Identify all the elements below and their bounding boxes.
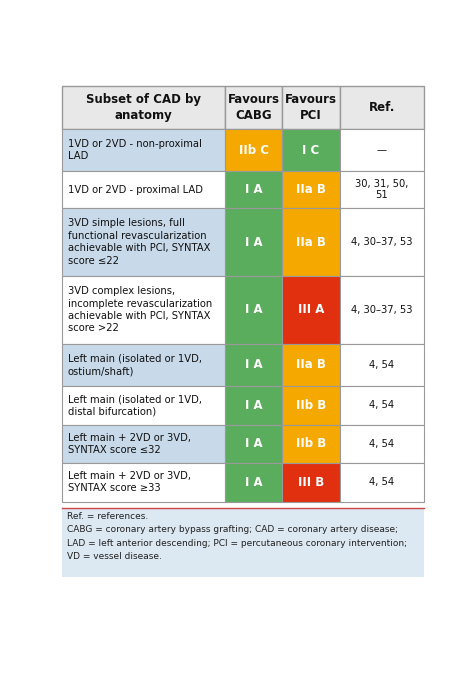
Bar bbox=[63, 86, 225, 129]
Text: Favours
CABG: Favours CABG bbox=[228, 93, 280, 122]
Text: Subset of CAD by
anatomy: Subset of CAD by anatomy bbox=[86, 93, 201, 122]
Bar bbox=[63, 463, 225, 502]
Bar bbox=[283, 208, 340, 276]
Bar bbox=[63, 276, 225, 343]
Text: Left main + 2VD or 3VD,
SYNTAX score ≤32: Left main + 2VD or 3VD, SYNTAX score ≤32 bbox=[68, 432, 191, 455]
Bar bbox=[225, 463, 283, 502]
Text: Left main + 2VD or 3VD,
SYNTAX score ≥33: Left main + 2VD or 3VD, SYNTAX score ≥33 bbox=[68, 471, 191, 493]
Text: I A: I A bbox=[245, 359, 263, 371]
Bar bbox=[225, 343, 283, 386]
Text: 3VD complex lesions,
incomplete revascularization
achievable with PCI, SYNTAX
sc: 3VD complex lesions, incomplete revascul… bbox=[68, 286, 212, 334]
Text: Left main (isolated or 1VD,
ostium/shaft): Left main (isolated or 1VD, ostium/shaft… bbox=[68, 354, 202, 376]
Text: 4, 54: 4, 54 bbox=[369, 477, 394, 487]
Bar bbox=[283, 386, 340, 425]
Bar bbox=[63, 129, 225, 171]
Text: I A: I A bbox=[245, 476, 263, 489]
Text: IIb B: IIb B bbox=[296, 399, 326, 411]
Bar bbox=[340, 171, 423, 208]
Text: I A: I A bbox=[245, 183, 263, 196]
Text: Ref.: Ref. bbox=[368, 101, 395, 114]
Bar bbox=[63, 343, 225, 386]
Bar bbox=[340, 386, 423, 425]
Text: IIa B: IIa B bbox=[296, 236, 326, 249]
Bar bbox=[340, 129, 423, 171]
Bar bbox=[225, 129, 283, 171]
Text: I A: I A bbox=[245, 437, 263, 450]
Text: Left main (isolated or 1VD,
distal bifurcation): Left main (isolated or 1VD, distal bifur… bbox=[68, 394, 202, 416]
Bar bbox=[340, 425, 423, 463]
Text: III A: III A bbox=[298, 303, 324, 316]
Bar bbox=[225, 276, 283, 343]
Text: III B: III B bbox=[298, 476, 324, 489]
Text: 4, 30–37, 53: 4, 30–37, 53 bbox=[351, 237, 412, 247]
Bar bbox=[63, 171, 225, 208]
Text: I C: I C bbox=[302, 143, 320, 156]
Bar bbox=[283, 463, 340, 502]
Text: 30, 31, 50,
51: 30, 31, 50, 51 bbox=[355, 179, 408, 200]
Bar bbox=[283, 276, 340, 343]
Text: 4, 54: 4, 54 bbox=[369, 360, 394, 370]
Bar bbox=[340, 86, 423, 129]
Bar bbox=[283, 343, 340, 386]
Bar bbox=[225, 386, 283, 425]
Bar bbox=[283, 171, 340, 208]
Bar bbox=[63, 425, 225, 463]
Bar bbox=[283, 425, 340, 463]
Text: IIa B: IIa B bbox=[296, 359, 326, 371]
Text: 4, 30–37, 53: 4, 30–37, 53 bbox=[351, 305, 412, 315]
Bar bbox=[340, 463, 423, 502]
Bar bbox=[225, 425, 283, 463]
Text: 4, 54: 4, 54 bbox=[369, 400, 394, 410]
Bar bbox=[340, 208, 423, 276]
Text: IIb C: IIb C bbox=[239, 143, 269, 156]
Text: IIa B: IIa B bbox=[296, 183, 326, 196]
Text: Ref. = references.
CABG = coronary artery bypass grafting; CAD = coronary artery: Ref. = references. CABG = coronary arter… bbox=[67, 512, 407, 561]
Bar bbox=[63, 386, 225, 425]
Bar bbox=[283, 86, 340, 129]
Text: —: — bbox=[377, 145, 387, 155]
Text: Favours
PCI: Favours PCI bbox=[285, 93, 337, 122]
Text: 1VD or 2VD - non-proximal
LAD: 1VD or 2VD - non-proximal LAD bbox=[68, 139, 201, 161]
Text: I A: I A bbox=[245, 399, 263, 411]
Text: 4, 54: 4, 54 bbox=[369, 439, 394, 449]
Bar bbox=[63, 507, 423, 577]
Bar bbox=[63, 208, 225, 276]
Text: IIb B: IIb B bbox=[296, 437, 326, 450]
Bar bbox=[225, 86, 283, 129]
Bar bbox=[340, 276, 423, 343]
Text: I A: I A bbox=[245, 236, 263, 249]
Text: 3VD simple lesions, full
functional revascularization
achievable with PCI, SYNTA: 3VD simple lesions, full functional reva… bbox=[68, 218, 210, 265]
Bar bbox=[225, 208, 283, 276]
Bar bbox=[340, 343, 423, 386]
Bar bbox=[225, 171, 283, 208]
Text: 1VD or 2VD - proximal LAD: 1VD or 2VD - proximal LAD bbox=[68, 185, 203, 195]
Text: I A: I A bbox=[245, 303, 263, 316]
Bar bbox=[283, 129, 340, 171]
